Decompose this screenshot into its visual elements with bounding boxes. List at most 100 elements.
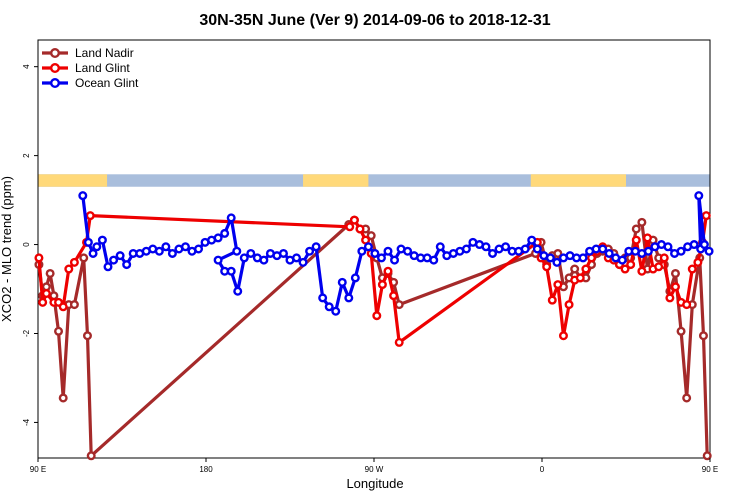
data-point [383, 266, 393, 276]
x-tick-label: 180 [199, 465, 213, 474]
data-point [298, 257, 308, 267]
data-point [403, 246, 413, 256]
data-point [83, 237, 93, 247]
x-axis-ticks: 90 E 180 90 W 0 90 E [30, 458, 718, 474]
data-point [246, 248, 256, 258]
data-point [702, 451, 712, 461]
data-point [575, 273, 585, 283]
data-point [481, 242, 491, 252]
data-point [376, 253, 386, 263]
data-point [659, 253, 669, 263]
data-point [78, 191, 88, 201]
data-point [41, 288, 51, 298]
legend-item: Land Glint [42, 61, 130, 75]
data-point [682, 300, 692, 310]
legend-item: Land Nadir [42, 46, 134, 60]
data-point [687, 264, 697, 274]
data-point [85, 211, 95, 221]
data-point [631, 235, 641, 245]
data-point [220, 228, 230, 238]
x-axis-label: Longitude [346, 476, 403, 491]
x-tick-label: 0 [540, 465, 545, 474]
data-point [429, 255, 439, 265]
data-point [383, 246, 393, 256]
data-point [58, 302, 68, 312]
data-point [154, 246, 164, 256]
data-point [180, 242, 190, 252]
data-point [363, 242, 373, 252]
data-point [676, 246, 686, 256]
land-band [530, 174, 626, 187]
data-point [370, 248, 380, 258]
data-point [581, 264, 591, 274]
data-point [194, 244, 204, 254]
data-point [553, 280, 563, 290]
data-point [552, 257, 562, 267]
data-point [626, 260, 636, 270]
data-point [689, 240, 699, 250]
data-point [79, 253, 89, 263]
data-point [520, 244, 530, 254]
data-point [97, 235, 107, 245]
data-point [704, 246, 714, 256]
data-point [233, 286, 243, 296]
data-point [337, 277, 347, 287]
data-point [670, 282, 680, 292]
legend-label: Land Nadir [75, 46, 134, 60]
data-point [377, 280, 387, 290]
land-band [38, 174, 108, 187]
data-point [122, 260, 132, 270]
legend-label: Land Glint [75, 61, 130, 75]
data-point [699, 240, 709, 250]
data-point [305, 246, 315, 256]
data-point [553, 248, 563, 258]
data-point [617, 255, 627, 265]
data-point [115, 251, 125, 261]
data-point [344, 293, 354, 303]
data-point [488, 248, 498, 258]
legend-label: Ocean Glint [75, 76, 139, 90]
y-tick-label: -4 [22, 418, 31, 426]
data-point [58, 393, 68, 403]
data-point [394, 337, 404, 347]
data-point [598, 244, 608, 254]
data-point [701, 211, 711, 221]
data-point [278, 248, 288, 258]
land-ocean-strip [38, 174, 710, 187]
data-point [366, 231, 376, 241]
data-point [394, 300, 404, 310]
data-point [350, 273, 360, 283]
data-point [69, 257, 79, 267]
data-point [45, 268, 55, 278]
data-point [693, 257, 703, 267]
data-point [259, 255, 269, 265]
y-tick-label: -2 [22, 329, 31, 337]
data-point [161, 242, 171, 252]
data-point [663, 242, 673, 252]
chart-title: 30N-35N June (Ver 9) 2014-09-06 to 2018-… [199, 12, 550, 29]
x-tick-label: 90 E [702, 465, 718, 474]
y-tick-label: 4 [22, 64, 31, 69]
data-point [292, 253, 302, 263]
data-point [665, 293, 675, 303]
data-point [542, 262, 552, 272]
data-point [92, 242, 102, 252]
data-point [637, 217, 647, 227]
x-tick-label: 90 W [365, 465, 384, 474]
data-point [620, 264, 630, 274]
data-point [670, 268, 680, 278]
data-point [643, 246, 653, 256]
data-point [82, 331, 92, 341]
data-point [558, 331, 568, 341]
data-point [676, 326, 686, 336]
data-point [682, 393, 692, 403]
data-point [318, 293, 328, 303]
data-point [167, 248, 177, 258]
data-point [501, 242, 511, 252]
legend-item: Ocean Glint [42, 76, 139, 90]
data-point [103, 262, 113, 272]
data-point [34, 253, 44, 263]
legend-marker [50, 77, 61, 88]
